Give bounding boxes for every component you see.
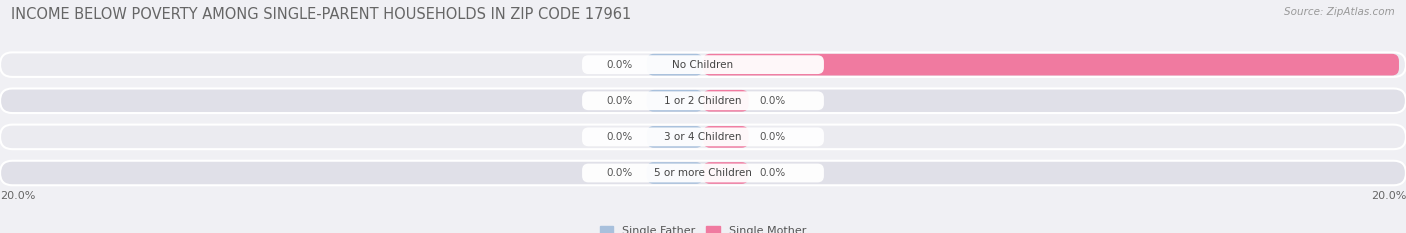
FancyBboxPatch shape	[582, 164, 824, 182]
Text: INCOME BELOW POVERTY AMONG SINGLE-PARENT HOUSEHOLDS IN ZIP CODE 17961: INCOME BELOW POVERTY AMONG SINGLE-PARENT…	[11, 7, 631, 22]
FancyBboxPatch shape	[647, 162, 703, 184]
FancyBboxPatch shape	[703, 126, 749, 148]
FancyBboxPatch shape	[582, 91, 824, 110]
FancyBboxPatch shape	[647, 90, 703, 112]
Text: 0.0%: 0.0%	[759, 168, 786, 178]
Text: 20.0%: 20.0%	[1371, 191, 1406, 201]
Text: No Children: No Children	[672, 60, 734, 70]
FancyBboxPatch shape	[703, 162, 749, 184]
Text: 0.0%: 0.0%	[606, 60, 633, 70]
FancyBboxPatch shape	[703, 90, 749, 112]
Text: 3 or 4 Children: 3 or 4 Children	[664, 132, 742, 142]
FancyBboxPatch shape	[582, 55, 824, 74]
Legend: Single Father, Single Mother: Single Father, Single Mother	[596, 221, 810, 233]
FancyBboxPatch shape	[582, 127, 824, 146]
Text: 0.0%: 0.0%	[606, 168, 633, 178]
Text: Source: ZipAtlas.com: Source: ZipAtlas.com	[1284, 7, 1395, 17]
FancyBboxPatch shape	[647, 54, 703, 75]
FancyBboxPatch shape	[0, 161, 1406, 185]
FancyBboxPatch shape	[0, 125, 1406, 149]
Text: 0.0%: 0.0%	[759, 96, 786, 106]
FancyBboxPatch shape	[0, 52, 1406, 77]
FancyBboxPatch shape	[0, 89, 1406, 113]
Text: 0.0%: 0.0%	[759, 132, 786, 142]
FancyBboxPatch shape	[703, 54, 1399, 75]
Text: 1 or 2 Children: 1 or 2 Children	[664, 96, 742, 106]
Text: 0.0%: 0.0%	[606, 132, 633, 142]
Text: 20.0%: 20.0%	[0, 191, 35, 201]
Text: 5 or more Children: 5 or more Children	[654, 168, 752, 178]
Text: 0.0%: 0.0%	[606, 96, 633, 106]
FancyBboxPatch shape	[647, 126, 703, 148]
